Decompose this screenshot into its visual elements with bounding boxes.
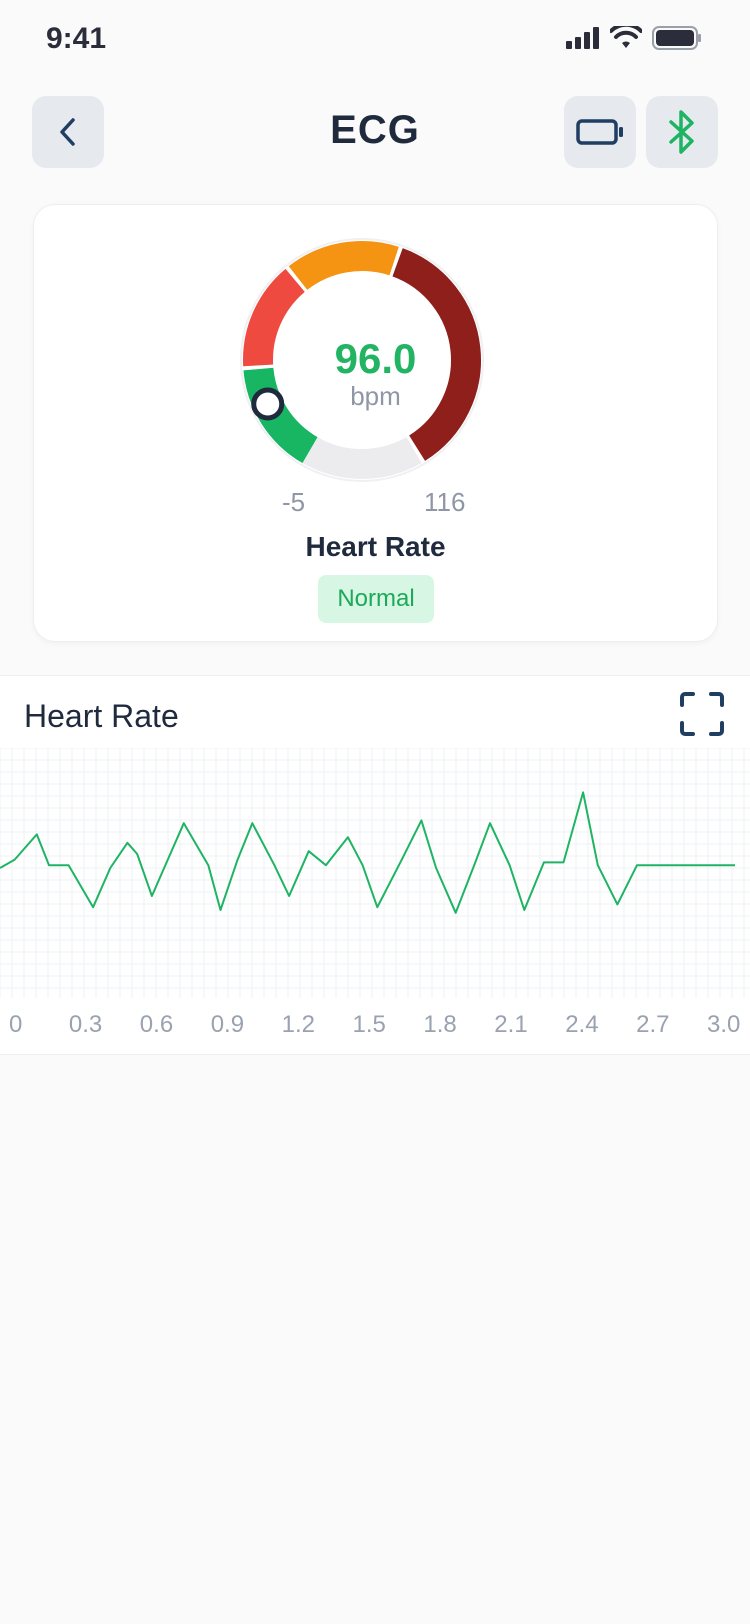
gauge-max-label: 116	[424, 487, 466, 517]
gauge-separator	[389, 246, 403, 278]
status-badge: Normal	[318, 575, 434, 623]
page-title: ECG	[330, 108, 420, 152]
gauge-title: Heart Rate	[305, 531, 446, 562]
battery-icon	[576, 119, 623, 145]
gauge-separator	[285, 265, 308, 293]
signal-icon	[566, 27, 599, 49]
ecg-series-line	[0, 791, 735, 914]
x-tick-label: 3.0	[707, 1011, 741, 1038]
battery-status-icon	[652, 26, 701, 50]
heart-rate-gauge	[240, 238, 484, 482]
bluetooth-icon	[669, 110, 694, 154]
gauge-darkred-segment	[392, 248, 481, 461]
status-icons	[566, 26, 702, 50]
heart-rate-chart-panel: Heart Rate 0 0.3 0.6 0.9 1.2 1.5 1.8 2.1 2.4 2.7 3…	[0, 675, 750, 1055]
chevron-left-icon	[60, 118, 75, 146]
x-axis-ticks: 0 0.3 0.6 0.9 1.2 1.5 1.8 2.1 2.4 2.7 3.0	[0, 1011, 750, 1045]
header: ECG	[0, 96, 750, 168]
x-tick-label: 2.4	[565, 1011, 599, 1038]
x-tick-label: 0.9	[210, 1011, 245, 1038]
wifi-icon	[610, 26, 642, 48]
expand-button[interactable]	[678, 690, 726, 738]
heart-rate-gauge-card: 96.0 bpm -5 116 Heart Rate Normal	[33, 204, 718, 642]
status-time: 9:41	[46, 22, 107, 55]
chart-grid	[0, 748, 750, 998]
gauge-outer-ring	[240, 238, 484, 482]
x-tick-label: 0	[9, 1011, 23, 1038]
back-button[interactable]	[32, 96, 104, 168]
x-tick-label: 2.7	[636, 1011, 670, 1038]
chart-title: Heart Rate	[24, 698, 179, 734]
x-tick-label: 0.6	[139, 1011, 174, 1038]
gauge-min-label: -5	[282, 487, 306, 517]
bluetooth-button[interactable]	[646, 96, 718, 168]
x-tick-label: 1.5	[352, 1011, 386, 1038]
device-battery-button[interactable]	[564, 96, 636, 168]
expand-icon	[680, 692, 724, 736]
x-tick-label: 0.3	[68, 1011, 103, 1038]
gauge-red-segment	[243, 268, 306, 367]
gauge-separator	[242, 364, 275, 370]
x-tick-label: 2.1	[494, 1011, 528, 1038]
heart-rate-value: 96.0	[334, 335, 417, 382]
heart-rate-unit: bpm	[350, 381, 401, 411]
gauge-track-segment	[302, 436, 422, 479]
status-bar: 9:41	[0, 0, 750, 88]
x-tick-label: 1.8	[423, 1011, 457, 1038]
x-tick-label: 1.2	[281, 1011, 315, 1038]
ecg-line-chart	[0, 748, 750, 998]
gauge-orange-segment	[288, 241, 399, 291]
gauge-marker	[251, 387, 285, 421]
